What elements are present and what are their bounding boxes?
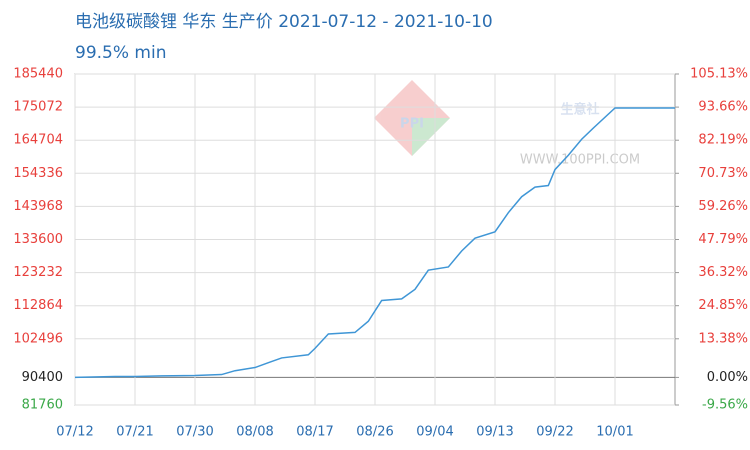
y-tick-label: 90400	[22, 370, 63, 385]
y2-tick-label: 24.85%	[698, 298, 748, 313]
y2-tick-label: 0.00%	[707, 370, 748, 385]
y2-tick-label: 70.73%	[698, 166, 748, 181]
x-tick-label: 07/30	[176, 425, 213, 440]
y2-tick-label: 105.13%	[690, 67, 748, 82]
x-tick-label: 07/12	[56, 425, 93, 440]
x-tick-label: 08/17	[296, 425, 333, 440]
y-tick-label: 164704	[13, 133, 63, 148]
x-tick-label: 09/13	[476, 425, 513, 440]
x-tick-label: 07/21	[116, 425, 153, 440]
x-tick-label: 08/26	[356, 425, 393, 440]
y2-tick-label: 13.38%	[698, 331, 748, 346]
x-tick-label: 10/01	[596, 425, 633, 440]
y-tick-label: 112864	[13, 298, 63, 313]
y-tick-label: 185440	[13, 67, 63, 82]
line	[74, 107, 675, 379]
y2-tick-label: -9.56%	[702, 398, 748, 413]
x-tick-label: 09/22	[536, 425, 573, 440]
y2-tick-label: 59.26%	[698, 199, 748, 214]
y-tick-label: 123232	[13, 265, 63, 280]
chart-subtitle: 99.5% min	[75, 43, 166, 63]
watermark-logo: PPI	[374, 80, 450, 156]
x-tick-label: 08/08	[236, 425, 273, 440]
x-tick-label: 09/04	[416, 425, 453, 440]
y2-tick-label: 47.79%	[698, 232, 748, 247]
y2-tick-label: 36.32%	[698, 265, 748, 280]
y-tick-label: 133600	[13, 232, 63, 247]
y-tick-label: 175072	[13, 100, 63, 115]
y-tick-label: 154336	[13, 166, 63, 181]
y-tick-label: 102496	[13, 331, 63, 346]
y-tick-label: 143968	[13, 199, 63, 214]
y-tick-label: 81760	[22, 398, 63, 413]
svg-text:PPI: PPI	[400, 117, 424, 132]
y2-tick-label: 82.19%	[698, 133, 748, 148]
watermark-url: WWW.100PPI.COM	[520, 153, 640, 168]
watermark: 生意社	[560, 102, 599, 118]
y2-tick-label: 93.66%	[698, 100, 748, 115]
chart-title: 电池级碳酸锂 华东 生产价 2021-07-12 - 2021-10-10	[75, 12, 493, 32]
